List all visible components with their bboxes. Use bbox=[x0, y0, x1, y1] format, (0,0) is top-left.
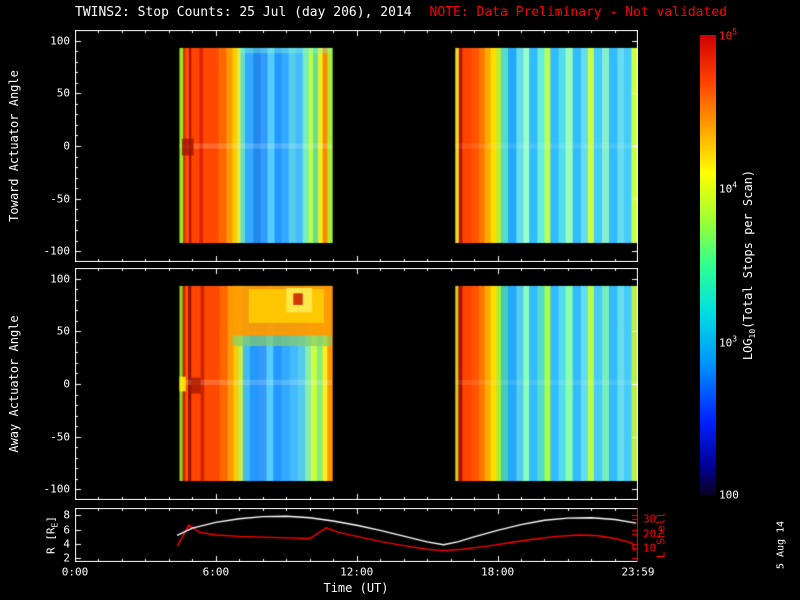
r-tick-label: 4 bbox=[63, 537, 70, 551]
colorbar-label: LOG10(Total Stops per Scan) bbox=[741, 170, 757, 360]
preliminary-note: NOTE: Data Preliminary - Not validated bbox=[429, 5, 727, 20]
page-title: TWINS2: Stop Counts: 25 Jul (day 206), 2… bbox=[75, 5, 412, 20]
angle-tick-label: 100 bbox=[50, 34, 70, 48]
date-stamp: 5 Aug 14 bbox=[775, 520, 787, 570]
time-axis-label: Time (UT) bbox=[323, 581, 389, 595]
angle-tick-label: 0 bbox=[63, 377, 70, 391]
r-tick-label: 2 bbox=[63, 551, 70, 565]
angle-tick-label: -100 bbox=[43, 244, 71, 258]
angle-tick-label: 50 bbox=[56, 86, 70, 100]
r-label-pre: R [R bbox=[44, 527, 58, 554]
r-lshell-line-canvas bbox=[75, 508, 638, 562]
angle-tick-label: -50 bbox=[50, 192, 70, 206]
time-tick-label: 6:00 bbox=[202, 565, 230, 579]
r-tick-label: 6 bbox=[63, 523, 70, 537]
r-label-post: ] bbox=[44, 516, 58, 523]
colorbar-label-pre: LOG bbox=[740, 338, 755, 361]
angle-tick-label: -50 bbox=[50, 430, 70, 444]
r-tick-label: 8 bbox=[63, 508, 70, 522]
angle-tick-label: 50 bbox=[56, 324, 70, 338]
angle-tick-label: -100 bbox=[43, 482, 71, 496]
r-axis-label: R [RE] bbox=[44, 516, 59, 554]
angle-tick-label: 100 bbox=[50, 272, 70, 286]
colorbar-tick-exponent: 3 bbox=[732, 334, 738, 344]
colorbar-tick-label: 105 bbox=[719, 27, 738, 43]
time-tick-label: 12:00 bbox=[340, 565, 374, 579]
colorbar-tick-label: 103 bbox=[719, 334, 738, 350]
time-tick-label: 23:59 bbox=[621, 565, 655, 579]
toward-heatmap-canvas bbox=[75, 30, 638, 262]
colorbar-tick-exponent: 4 bbox=[732, 180, 738, 190]
colorbar-label-sub: 10 bbox=[748, 328, 758, 339]
time-tick-label: 18:00 bbox=[480, 565, 515, 579]
toward-axis-label: Toward Actuator Angle bbox=[7, 70, 21, 222]
colorbar-tick-label: 104 bbox=[719, 180, 738, 196]
colorbar-tick-exponent: 5 bbox=[732, 27, 738, 37]
time-tick-label: 0:00 bbox=[61, 565, 89, 579]
lshell-axis-label: L Shell bbox=[654, 511, 668, 559]
r-label-sub: E bbox=[50, 522, 60, 528]
away-heatmap-canvas bbox=[75, 268, 638, 500]
away-axis-label: Away Actuator Angle bbox=[7, 315, 21, 453]
angle-tick-label: 0 bbox=[63, 139, 70, 153]
title-row: TWINS2: Stop Counts: 25 Jul (day 206), 2… bbox=[75, 5, 727, 20]
colorbar-tick-label: 100 bbox=[719, 488, 739, 502]
colorbar-label-post: (Total Stops per Scan) bbox=[740, 169, 755, 329]
colorbar bbox=[700, 35, 716, 495]
